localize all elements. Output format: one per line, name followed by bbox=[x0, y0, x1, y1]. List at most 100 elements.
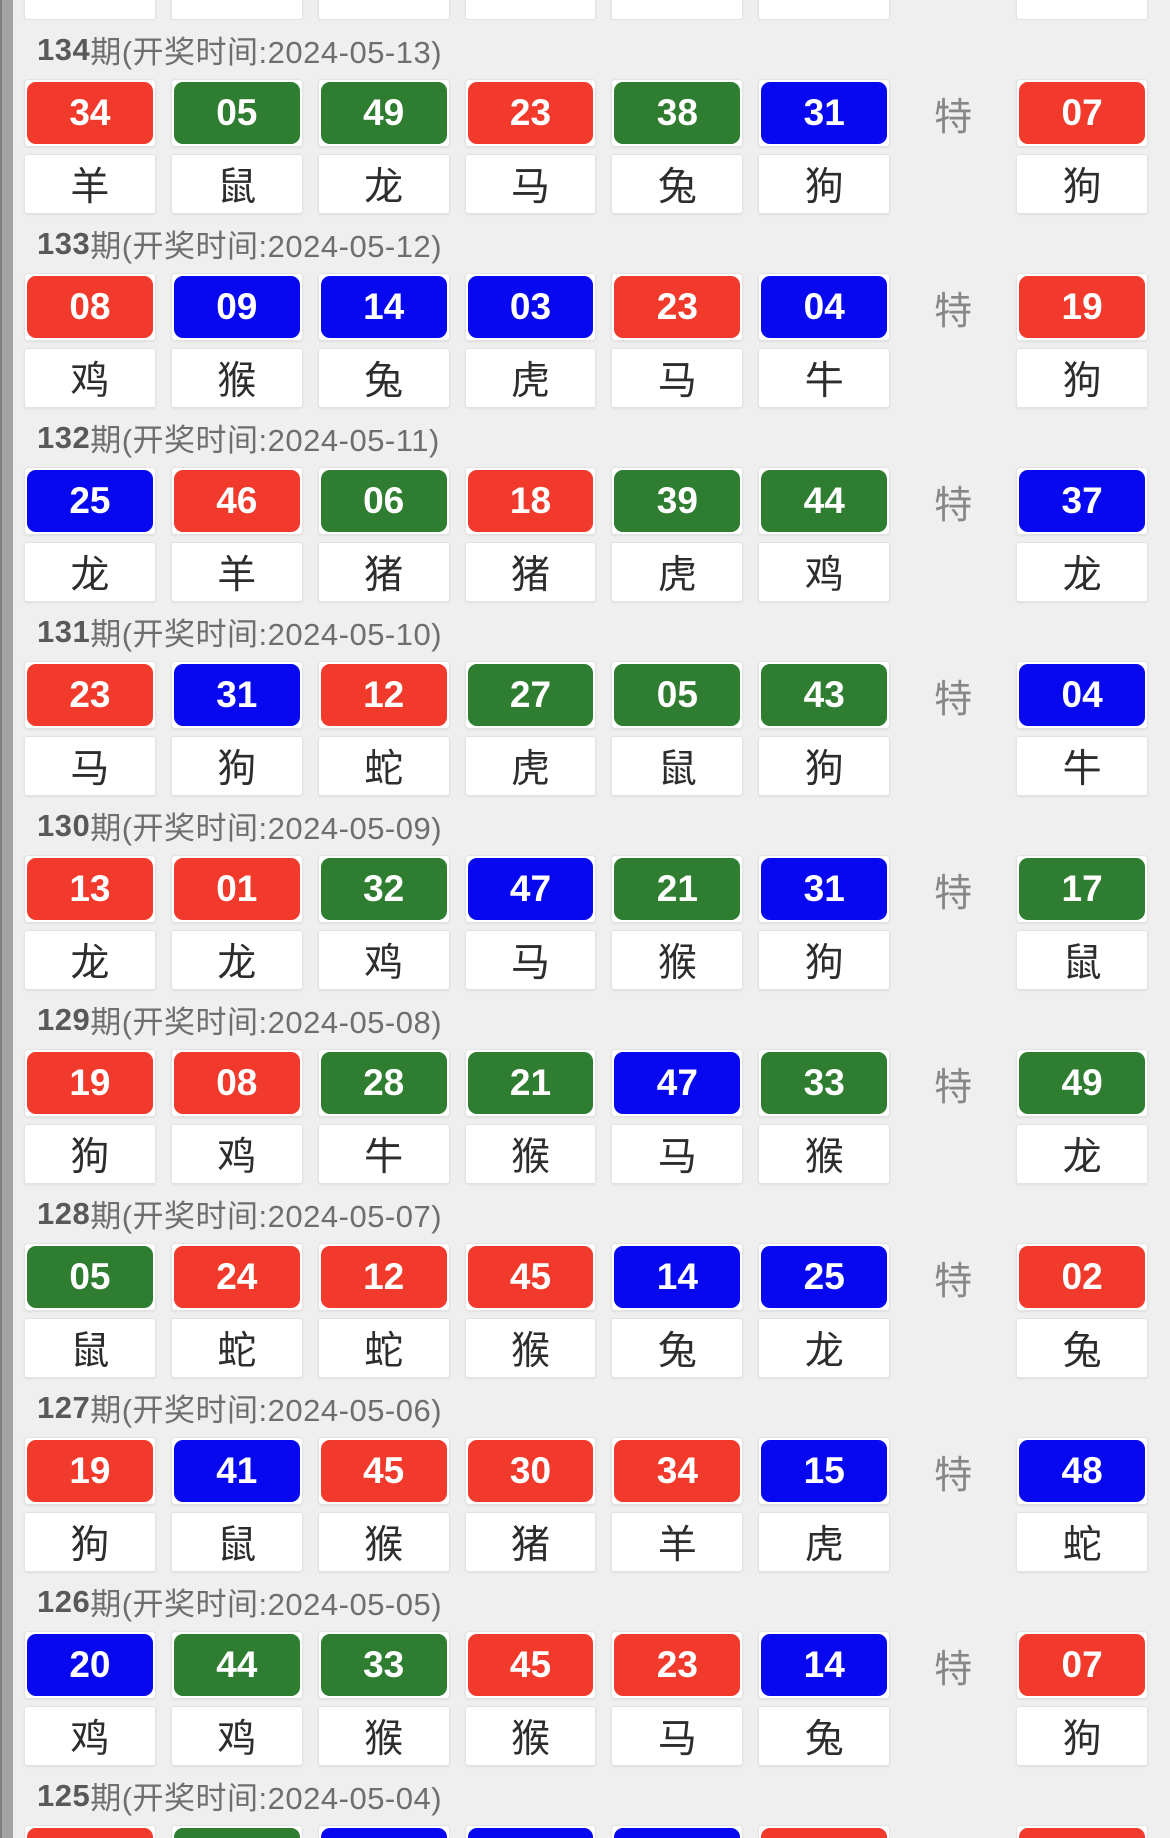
ball-number: 34 bbox=[614, 1440, 741, 1502]
draw-time-label: 期(开奖时间:2024-05-10) bbox=[90, 617, 443, 652]
zodiac-label: 猪 bbox=[317, 542, 450, 602]
number-tile: 05 鼠 bbox=[170, 79, 303, 214]
zodiac-label: 鸡 bbox=[317, 930, 450, 990]
draw-time-label: 期(开奖时间:2024-05-12) bbox=[90, 229, 443, 264]
draw-section: 134 期(开奖时间:2024-05-13) 34 羊 05 鼠 49 龙 23 … bbox=[13, 20, 1170, 214]
zodiac-label: 猴 bbox=[464, 1706, 597, 1766]
ball-card: 41 bbox=[170, 1437, 303, 1505]
zodiac-label: 龙 bbox=[1016, 1124, 1149, 1184]
zodiac-label: 鼠 bbox=[611, 736, 744, 796]
number-tile: 44 鸡 bbox=[170, 1631, 303, 1766]
special-separator: 特 bbox=[905, 855, 1001, 923]
number-tile: 31 狗 bbox=[758, 855, 891, 990]
number-tile: 31 狗 bbox=[170, 661, 303, 796]
number-tile: 23 马 bbox=[24, 661, 156, 796]
zodiac-label: 蛇 bbox=[317, 736, 450, 796]
zodiac-label: 狗 bbox=[758, 154, 891, 214]
cropped-number-tile bbox=[464, 1825, 597, 1838]
ball-card: 27 bbox=[464, 661, 597, 729]
draw-section: 128 期(开奖时间:2024-05-07) 05 鼠 24 蛇 12 蛇 45 … bbox=[13, 1184, 1170, 1378]
ball-number: 21 bbox=[467, 1052, 594, 1114]
cropped-ball-card bbox=[1016, 1825, 1149, 1838]
special-separator: 特 bbox=[905, 1243, 1001, 1311]
results-row: 20 鸡 44 鸡 33 猴 45 猴 23 马 14 兔 特 bbox=[13, 1631, 1170, 1766]
ball-number: 17 bbox=[1019, 858, 1146, 920]
ball-number: 08 bbox=[27, 276, 153, 338]
results-row: 25 龙 46 羊 06 猪 18 猪 39 虎 44 鸡 特 bbox=[13, 467, 1170, 602]
ball-number: 12 bbox=[320, 664, 447, 726]
draw-time-label: 期(开奖时间:2024-05-09) bbox=[90, 811, 443, 846]
number-tile: 23 马 bbox=[611, 273, 744, 408]
zodiac-label: 蛇 bbox=[1016, 1512, 1149, 1572]
ball-number: 39 bbox=[614, 470, 741, 532]
number-tile: 05 鼠 bbox=[611, 661, 744, 796]
results-content: 134 期(开奖时间:2024-05-13) 34 羊 05 鼠 49 龙 23 … bbox=[13, 0, 1170, 1838]
ball-card: 31 bbox=[758, 855, 891, 923]
number-tile: 13 龙 bbox=[24, 855, 156, 990]
number-tile: 09 猴 bbox=[170, 273, 303, 408]
special-number-tile: 02 兔 bbox=[1016, 1243, 1149, 1378]
page-left-edge bbox=[0, 0, 13, 1838]
ball-number: 43 bbox=[761, 664, 888, 726]
draw-header: 132 期(开奖时间:2024-05-11) bbox=[13, 408, 1170, 467]
cropped-ball-color bbox=[320, 1828, 447, 1838]
number-tile: 34 羊 bbox=[24, 79, 156, 214]
number-tile: 23 马 bbox=[464, 79, 597, 214]
cropped-special-tile bbox=[1016, 1825, 1149, 1838]
ball-number: 48 bbox=[1019, 1440, 1146, 1502]
number-tile: 32 鸡 bbox=[317, 855, 450, 990]
number-tile: 47 马 bbox=[611, 1049, 744, 1184]
zodiac-label: 猴 bbox=[464, 1124, 597, 1184]
ball-number: 33 bbox=[761, 1052, 888, 1114]
ball-number: 08 bbox=[173, 1052, 300, 1114]
ball-number: 02 bbox=[1019, 1246, 1146, 1308]
ball-card: 45 bbox=[317, 1437, 450, 1505]
draw-time-label: 期(开奖时间:2024-05-08) bbox=[90, 1005, 443, 1040]
ball-number: 31 bbox=[173, 664, 300, 726]
draw-section: 132 期(开奖时间:2024-05-11) 25 龙 46 羊 06 猪 18 … bbox=[13, 408, 1170, 602]
ball-number: 05 bbox=[614, 664, 741, 726]
period-number: 128 bbox=[37, 1195, 91, 1231]
zodiac-label: 鼠 bbox=[24, 1318, 156, 1378]
ball-number: 49 bbox=[320, 82, 447, 144]
number-tile: 28 牛 bbox=[317, 1049, 450, 1184]
special-separator: 特 bbox=[905, 273, 1001, 341]
ball-card: 39 bbox=[611, 467, 744, 535]
number-tile: 21 猴 bbox=[611, 855, 744, 990]
ball-card: 43 bbox=[758, 661, 891, 729]
cropped-zodiac-card bbox=[464, 0, 597, 20]
draw-section: 126 期(开奖时间:2024-05-05) 20 鸡 44 鸡 33 猴 45 … bbox=[13, 1572, 1170, 1766]
zodiac-label: 马 bbox=[464, 154, 597, 214]
draw-header: 131 期(开奖时间:2024-05-10) bbox=[13, 602, 1170, 661]
number-tile: 44 鸡 bbox=[758, 467, 891, 602]
results-row: 特 bbox=[13, 1825, 1170, 1838]
number-tile: 33 猴 bbox=[317, 1631, 450, 1766]
ball-number: 19 bbox=[27, 1052, 153, 1114]
special-number-tile: 49 龙 bbox=[1016, 1049, 1149, 1184]
draw-header: 133 期(开奖时间:2024-05-12) bbox=[13, 214, 1170, 273]
ball-number: 19 bbox=[27, 1440, 153, 1502]
ball-number: 04 bbox=[1019, 664, 1146, 726]
zodiac-label: 鸡 bbox=[758, 542, 891, 602]
number-tile: 06 猪 bbox=[317, 467, 450, 602]
draw-header: 129 期(开奖时间:2024-05-08) bbox=[13, 990, 1170, 1049]
special-label: 特 bbox=[934, 678, 973, 721]
ball-number: 05 bbox=[173, 82, 300, 144]
draw-section: 129 期(开奖时间:2024-05-08) 19 狗 08 鸡 28 牛 21 … bbox=[13, 990, 1170, 1184]
zodiac-label: 鸡 bbox=[24, 348, 156, 408]
special-label: 特 bbox=[934, 1825, 972, 1838]
ball-number: 07 bbox=[1019, 82, 1146, 144]
cropped-number-tile bbox=[758, 1825, 891, 1838]
ball-card: 02 bbox=[1016, 1243, 1149, 1311]
draw-time-label: 期(开奖时间:2024-05-13) bbox=[90, 35, 443, 70]
ball-number: 30 bbox=[467, 1440, 594, 1502]
ball-card: 34 bbox=[611, 1437, 744, 1505]
cropped-number-tile bbox=[170, 1825, 303, 1838]
ball-card: 09 bbox=[170, 273, 303, 341]
ball-card: 31 bbox=[758, 79, 891, 147]
ball-number: 31 bbox=[761, 82, 888, 144]
ball-card: 49 bbox=[1016, 1049, 1149, 1117]
cropped-ball-card bbox=[464, 1825, 597, 1838]
zodiac-label: 龙 bbox=[170, 930, 303, 990]
